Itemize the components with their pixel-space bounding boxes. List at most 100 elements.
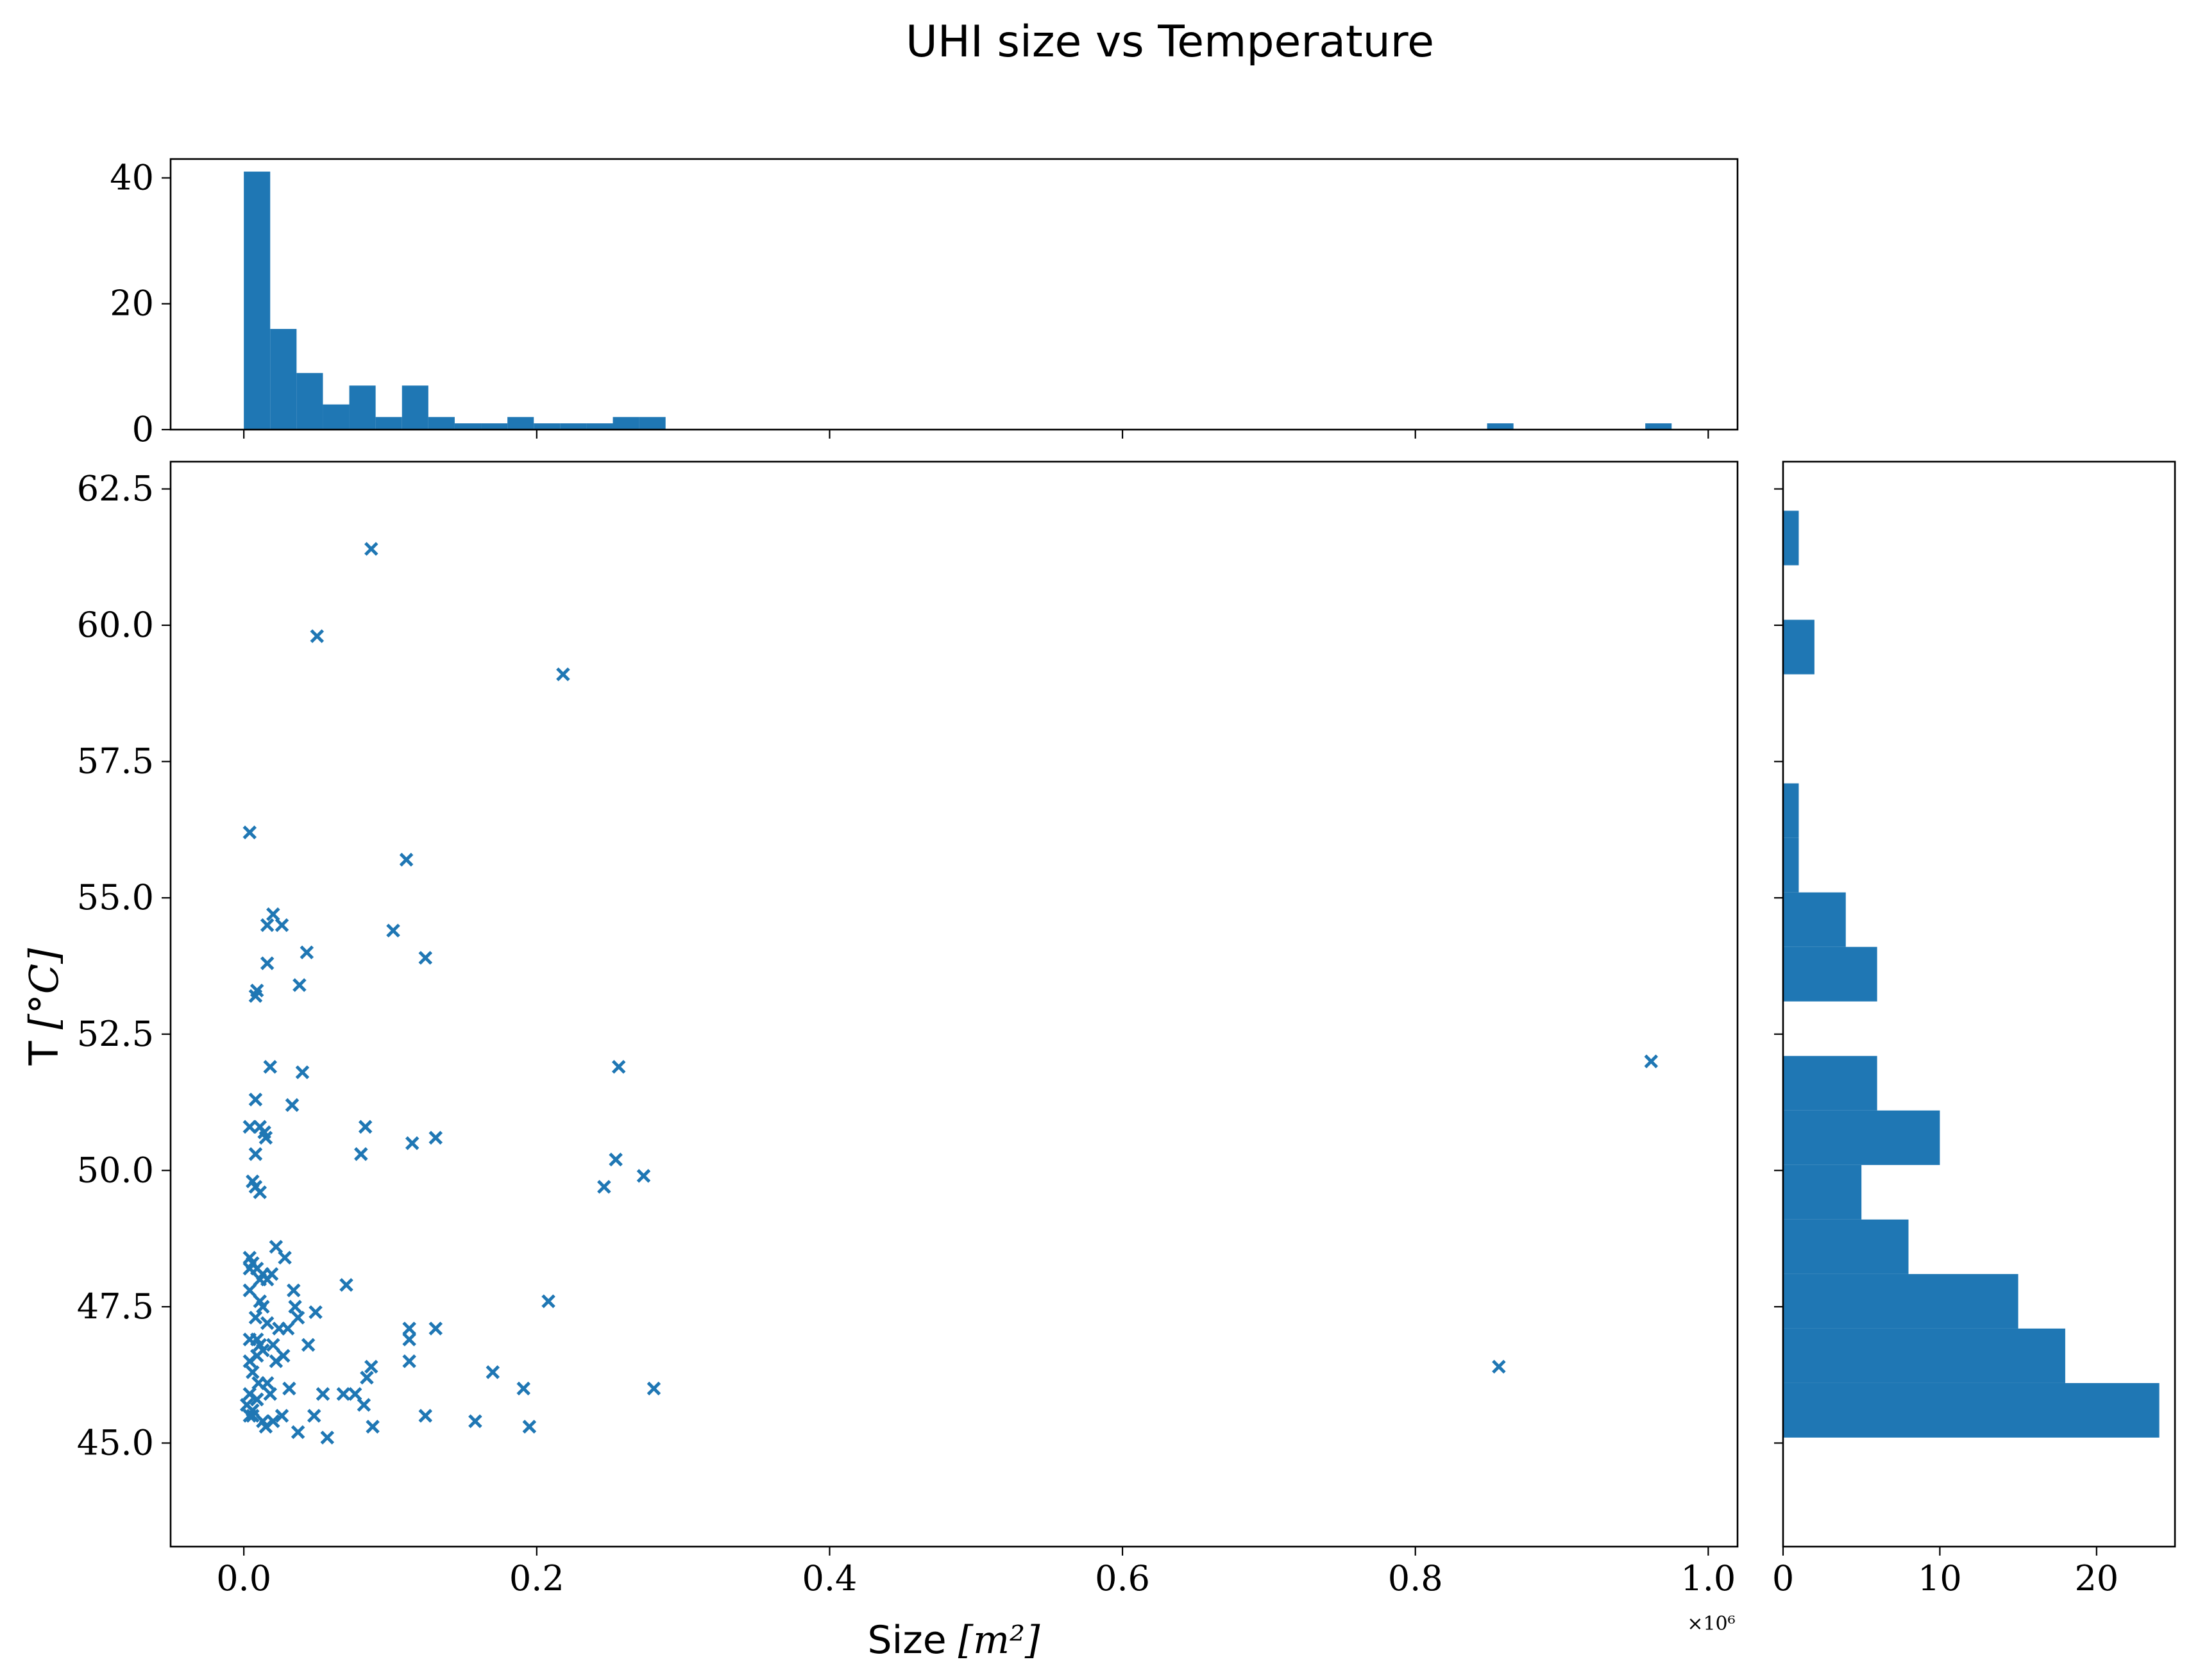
scatter-point	[364, 542, 378, 556]
scatter-point	[354, 1147, 368, 1161]
scatter-point	[597, 1180, 611, 1194]
scatter-point	[364, 1359, 378, 1374]
right-x-tick-label: 10	[1918, 1558, 1962, 1599]
scatter-point	[301, 1338, 316, 1352]
x-tick-label: 0.2	[509, 1558, 564, 1599]
histogram-bar	[507, 417, 534, 430]
x-offset-text: ×10⁶	[1687, 1613, 1735, 1635]
x-tick-label: 0.8	[1388, 1558, 1443, 1599]
scatter-point	[399, 852, 414, 867]
histogram-bar	[244, 171, 271, 430]
right-x-tick-label: 20	[2074, 1558, 2119, 1599]
scatter-point	[339, 1278, 353, 1292]
scatter-point	[253, 1185, 267, 1200]
scatter-point	[316, 1387, 330, 1401]
scatter-point	[309, 1305, 323, 1320]
x-tick-label: 0.6	[1095, 1558, 1150, 1599]
scatter-point	[242, 825, 257, 839]
scatter-point	[307, 1409, 321, 1423]
scatter-point	[405, 1136, 419, 1150]
scatter-point	[541, 1294, 555, 1309]
histogram-bar	[1783, 619, 1815, 675]
x-tick-label: 1.0	[1680, 1558, 1736, 1599]
scatter-point	[248, 1147, 263, 1161]
scatter-point	[1492, 1359, 1506, 1374]
top-y-tick-label: 40	[110, 157, 154, 197]
scatter-point	[266, 1338, 280, 1352]
scatter-point	[242, 1283, 257, 1298]
scatter-point	[269, 1239, 283, 1254]
scatter-point	[418, 950, 433, 965]
scatter-point	[468, 1414, 482, 1429]
histogram-bar	[1783, 1055, 1877, 1111]
y-tick-label: 45.0	[77, 1422, 154, 1463]
y-tick-label: 55.0	[77, 877, 154, 918]
scatter-point	[386, 923, 400, 937]
scatter-point	[291, 1425, 305, 1440]
scatter-point	[242, 1409, 257, 1423]
scatter-point	[263, 1387, 278, 1401]
top-histogram: 0 20 40	[110, 157, 1739, 449]
right-histogram: 0 10 20	[1772, 460, 2176, 1599]
scatter-point	[242, 1261, 257, 1276]
scatter-point	[366, 1420, 380, 1434]
scatter-point	[275, 1409, 289, 1423]
scatter-point	[258, 1420, 273, 1434]
scatter-point	[636, 1169, 651, 1183]
scatter-point	[291, 1311, 305, 1325]
histogram-bar	[1783, 837, 1799, 893]
scatter-point	[292, 978, 307, 993]
scatter-point	[248, 1093, 263, 1107]
scatter-point	[263, 1060, 278, 1074]
scatter-point	[280, 1322, 295, 1336]
right-histogram-frame	[1782, 460, 2176, 1548]
scatter-point	[556, 667, 570, 682]
scatter-point	[260, 1316, 275, 1331]
histogram-bar	[454, 423, 482, 430]
y-tick-label: 57.5	[77, 741, 154, 782]
histogram-bar	[323, 404, 350, 430]
scatter-point	[647, 1381, 661, 1396]
scatter-point	[287, 1283, 301, 1298]
histogram-bar	[534, 423, 561, 430]
scatter-point	[402, 1332, 416, 1347]
histogram-bar	[402, 385, 428, 430]
scatter-point	[611, 1060, 626, 1074]
histogram-bar	[613, 417, 639, 430]
scatter-point	[253, 1272, 267, 1287]
scatter-point	[402, 1354, 416, 1368]
scatter-point	[300, 945, 314, 959]
scatter-point	[258, 1130, 273, 1145]
y-tick-label: 62.5	[77, 469, 154, 509]
scatter-point	[251, 1376, 266, 1390]
histogram-bar	[560, 423, 587, 430]
chart-title: UHI size vs Temperature	[906, 17, 1434, 67]
x-axis-label: Size [m²]	[868, 1618, 1041, 1663]
top-y-tick-label: 0	[132, 409, 154, 449]
scatter-point	[256, 1300, 270, 1314]
y-tick-label: 47.5	[77, 1286, 154, 1327]
top-histogram-frame	[169, 158, 1739, 431]
scatter-plot: 0.0 0.2 0.4 0.6 0.8 1.0 45.0 47.5 50.0 52.5 55.0 57…	[21, 460, 1739, 1663]
histogram-bar	[586, 423, 613, 430]
scatter-point	[248, 1311, 263, 1325]
scatter-point	[402, 1322, 416, 1336]
scatter-frame	[169, 460, 1739, 1548]
histogram-bar	[1783, 1164, 1862, 1220]
scatter-point	[522, 1420, 537, 1434]
histogram-bar	[1487, 423, 1514, 430]
scatter-point	[295, 1065, 310, 1080]
histogram-bar	[1645, 423, 1672, 430]
y-tick-label: 50.0	[77, 1150, 154, 1190]
scatter-point	[418, 1409, 433, 1423]
scatter-point	[242, 1120, 257, 1134]
scatter-point	[357, 1398, 371, 1412]
histogram-bar	[270, 328, 297, 430]
scatter-point	[428, 1130, 443, 1145]
right-x-tick-label: 0	[1772, 1558, 1794, 1599]
scatter-point	[310, 629, 325, 643]
y-tick-label: 52.5	[77, 1014, 154, 1054]
scatter-point	[1644, 1054, 1659, 1069]
histogram-bar	[428, 417, 455, 430]
